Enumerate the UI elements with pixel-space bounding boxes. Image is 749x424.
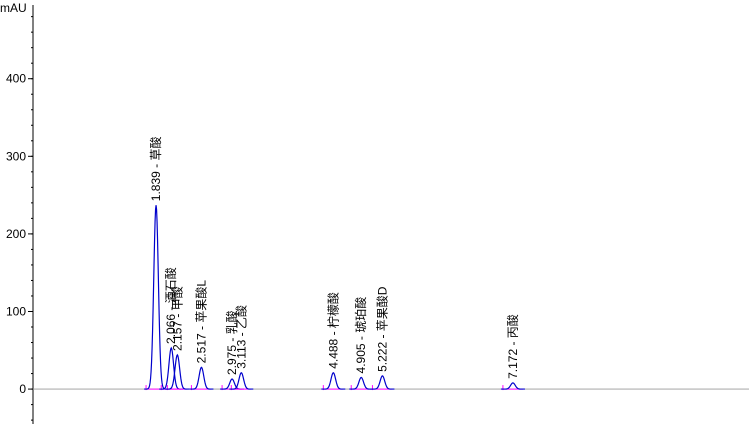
y-tick-label: 400 [6, 72, 26, 86]
y-tick-label: 100 [6, 304, 26, 318]
y-tick-label: 300 [6, 149, 26, 163]
peak-label: 1.839 - 草酸 [148, 136, 163, 201]
peak [165, 353, 190, 390]
peak [220, 378, 245, 390]
peak [321, 372, 346, 390]
peak-label: 7.172 - 丙酸 [505, 314, 520, 379]
peak-label: 4.905 - 琥珀酸 [353, 297, 368, 374]
peak-label: 3.113 - 乙酸 [233, 305, 248, 369]
y-tick-label: 0 [19, 382, 26, 396]
peak [229, 372, 254, 390]
peak-label: 4.488 - 柠檬酸 [325, 292, 340, 369]
peak-label: 5.222 - 苹果酸D [374, 286, 389, 372]
peak-label: 2.517 - 苹果酸L [193, 280, 208, 364]
y-tick-label: 200 [6, 227, 26, 241]
peak-label: 2.157 - 甲酸 [169, 286, 184, 351]
peak [500, 382, 525, 390]
peak-label: 2.066 - 酒石酸 [163, 267, 178, 344]
peak [349, 376, 374, 390]
y-axis-label: mAU [0, 1, 27, 15]
peak [189, 366, 214, 390]
peak-label: 2.975 - 乳酸 [224, 310, 239, 375]
peak [370, 375, 395, 390]
